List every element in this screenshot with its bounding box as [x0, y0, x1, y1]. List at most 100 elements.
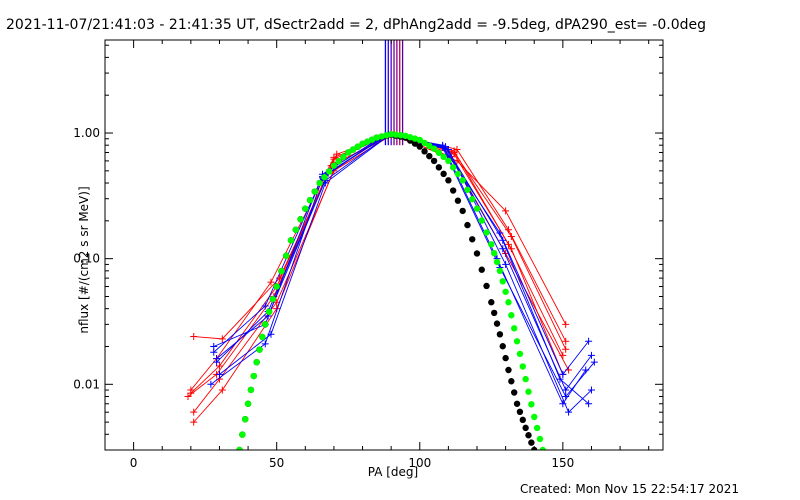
- plus-marker: [442, 143, 450, 151]
- plus-marker: [562, 386, 570, 394]
- plus-marker: [587, 351, 595, 359]
- series-line: [216, 134, 592, 391]
- x-tick-label: 0: [130, 456, 138, 470]
- plus-marker: [261, 302, 269, 310]
- curve-dot: [302, 205, 309, 212]
- plus-marker: [502, 260, 510, 268]
- curve-dot: [522, 375, 529, 383]
- curve-dot: [269, 295, 277, 303]
- plus-marker: [587, 386, 595, 394]
- curve-dot: [511, 389, 518, 396]
- curve-dot: [449, 187, 457, 194]
- curve-dot: [373, 134, 381, 141]
- curve-dot: [490, 309, 498, 317]
- plus-marker: [502, 207, 510, 215]
- curve-dot: [247, 386, 255, 394]
- series-line: [216, 134, 595, 398]
- curve-dot: [493, 320, 501, 327]
- curve-dot: [335, 158, 342, 165]
- curve-dot: [273, 283, 280, 290]
- plus-marker: [562, 345, 570, 353]
- curve-dot: [536, 435, 544, 443]
- series-line: [190, 133, 567, 391]
- curve-dot: [519, 416, 526, 424]
- curve-dot: [483, 282, 490, 290]
- curve-dot: [435, 149, 443, 156]
- curve-dot: [478, 266, 485, 273]
- curve-dot: [349, 146, 357, 153]
- curve-dot: [490, 249, 498, 257]
- curve-dot: [253, 358, 260, 366]
- curve-dot: [531, 413, 538, 421]
- plus-marker: [218, 386, 226, 394]
- plus-marker: [499, 236, 507, 244]
- curve-dot: [244, 400, 252, 407]
- curve-dot: [250, 372, 257, 380]
- curve-dot: [459, 177, 466, 184]
- plus-marker: [585, 337, 593, 345]
- curve-dot: [445, 157, 452, 165]
- curve-dot: [528, 439, 535, 446]
- curve-dot: [378, 133, 385, 140]
- plus-marker: [190, 408, 198, 416]
- axes-group: 0 50 100 150 0.01 0.10 1.00: [73, 40, 663, 470]
- plot-frame: [104, 39, 664, 451]
- curve-dot: [519, 363, 526, 370]
- curve-dot: [421, 139, 428, 147]
- curve-dot: [539, 446, 547, 450]
- chart-title: 2021-11-07/21:41:03 - 21:41:35 UT, dSect…: [6, 17, 706, 33]
- curve-dot: [505, 299, 512, 306]
- curve-dot: [321, 174, 328, 181]
- plus-marker: [439, 143, 447, 151]
- curve-dot: [508, 312, 515, 319]
- curve-dot: [259, 333, 266, 341]
- curve-dot: [430, 157, 438, 165]
- plus-marker: [453, 145, 461, 153]
- curve-dot: [469, 236, 476, 243]
- curve-dot: [354, 143, 361, 150]
- curve-dot: [522, 424, 529, 432]
- curve-dot: [499, 343, 506, 350]
- curve-dot: [426, 142, 433, 150]
- curve-dot: [449, 164, 457, 171]
- plus-marker: [190, 418, 198, 426]
- curve-dot: [316, 179, 323, 187]
- plus-marker: [499, 245, 507, 253]
- plus-marker: [562, 337, 570, 345]
- curve-dot: [488, 241, 495, 248]
- plus-marker: [215, 370, 223, 378]
- series-line: [193, 134, 569, 413]
- curve-dot: [499, 278, 506, 285]
- curve-dot: [483, 229, 490, 236]
- plus-marker: [507, 245, 515, 253]
- curve-dot: [493, 258, 501, 266]
- series-line: [213, 135, 589, 376]
- curve-dot: [508, 378, 515, 385]
- created-timestamp: Created: Mon Nov 15 22:54:17 2021: [520, 482, 739, 496]
- curve-dot: [511, 325, 518, 332]
- series-line: [193, 134, 564, 423]
- curve-dot: [525, 388, 532, 395]
- curve-dot: [383, 132, 390, 139]
- curve-dot: [297, 216, 304, 223]
- plus-marker: [190, 333, 198, 341]
- plus-marker: [184, 392, 192, 400]
- curve-dot: [502, 288, 509, 295]
- curve-dot: [440, 153, 447, 161]
- curve-dot: [306, 196, 314, 204]
- x-tick-label: 150: [551, 456, 574, 470]
- curve-dot: [525, 432, 532, 439]
- vertical-lines-group: [384, 40, 404, 146]
- curve-dot: [325, 168, 333, 175]
- curve-dot: [473, 250, 481, 257]
- curve-dot: [421, 148, 428, 155]
- plus-marker: [450, 150, 458, 158]
- plus-marker: [559, 370, 567, 378]
- plus-marker: [187, 386, 195, 394]
- curve-dot: [387, 130, 395, 138]
- plus-marker: [330, 153, 338, 161]
- plus-marker: [215, 362, 223, 370]
- curve-dot: [505, 366, 512, 374]
- curve-dot: [528, 401, 535, 408]
